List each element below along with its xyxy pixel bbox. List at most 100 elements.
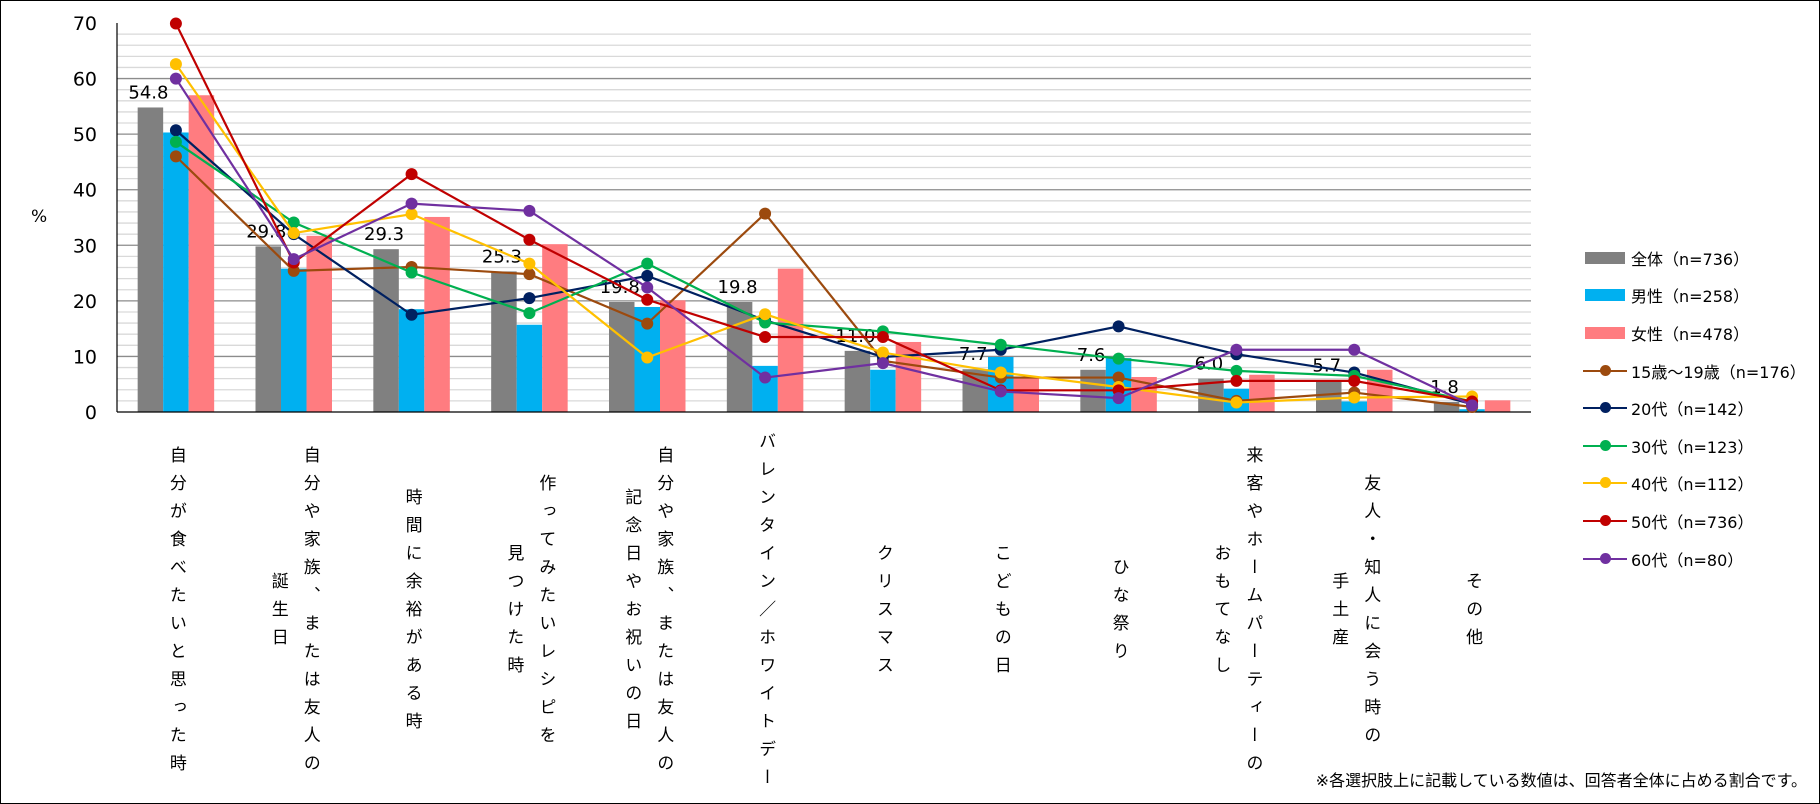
series-point (287, 264, 300, 277)
series-point (1112, 371, 1125, 384)
y-tick-label: 60 (73, 69, 97, 91)
bar (373, 249, 399, 412)
series-point (641, 281, 654, 294)
x-tick-label-line: バレンタイン／ホワイトデー (755, 432, 776, 796)
x-tick-label: 時間に余裕がある時 (396, 429, 428, 799)
x-tick-label-line: おもてなし (1210, 544, 1231, 684)
legend-label: 50代（n=736） (1631, 512, 1754, 532)
bar (516, 324, 543, 412)
series-point (1348, 391, 1361, 404)
x-tick-label-line: ひな祭り (1108, 558, 1129, 670)
series-point (405, 208, 418, 221)
y-tick-label: 40 (73, 180, 97, 202)
x-tick-label-line: こどもの日 (990, 544, 1011, 684)
series-point (1112, 392, 1125, 405)
bar (424, 216, 450, 412)
bar (306, 235, 332, 412)
data-label: 54.8 (128, 82, 168, 103)
series-point (405, 308, 418, 321)
series-point (287, 216, 300, 229)
y-tick-label: 0 (85, 402, 97, 424)
legend-label: 30代（n=123） (1631, 437, 1754, 457)
bar (609, 301, 635, 412)
series-line (174, 77, 1473, 407)
x-tick-label-line: 自分が食べたいと思った時 (165, 446, 186, 782)
series-point (523, 257, 536, 270)
bar (1341, 401, 1367, 412)
series-point (759, 316, 772, 329)
series-point (405, 168, 418, 181)
series-point (1230, 343, 1243, 356)
legend-item: 全体（n=736） (1583, 239, 1806, 277)
x-tick-label: 作ってみたいレシピを 見つけた時 (497, 429, 561, 799)
legend-swatch (1583, 322, 1627, 344)
bar (777, 268, 804, 412)
series-point (169, 17, 182, 30)
y-tick-label: 50 (73, 124, 97, 146)
series-point (641, 317, 654, 330)
series-point (641, 257, 654, 270)
bar (1013, 377, 1039, 412)
series-point (405, 197, 418, 210)
legend-label: 全体（n=736） (1631, 249, 1750, 269)
bar (870, 369, 896, 412)
series-point (759, 371, 772, 384)
legend-item: 60代（n=80） (1583, 540, 1806, 578)
x-tick-label: その他 (1456, 429, 1488, 799)
bar (281, 268, 307, 412)
x-tick-label-line: 時間に余裕がある時 (401, 488, 422, 740)
data-label: 1.8 (1430, 377, 1459, 398)
bar (491, 271, 517, 412)
legend-swatch (1583, 247, 1627, 269)
bar (660, 300, 686, 412)
y-axis-label: % (31, 207, 48, 227)
series-point (405, 266, 418, 279)
x-tick-label-line: クリスマス (872, 544, 893, 684)
bar (1316, 380, 1342, 412)
x-tick-label: バレンタイン／ホワイトデー (749, 429, 781, 799)
series-point (641, 269, 654, 282)
bar (962, 369, 988, 412)
legend-swatch (1583, 510, 1627, 532)
series-line (175, 155, 1473, 409)
data-label: 19.8 (718, 277, 758, 298)
series-point (287, 227, 300, 240)
data-label: 5.7 (1312, 355, 1341, 376)
x-tick-label: 自分や家族、または友人の 記念日やお祝いの日 (615, 429, 679, 799)
bar (255, 246, 281, 412)
legend-item: 20代（n=142） (1583, 389, 1806, 427)
series-point (1230, 396, 1243, 409)
x-tick-label-line: 見つけた時 (503, 544, 524, 684)
x-tick-label-line: 友人・知人に会う時の (1360, 474, 1381, 754)
series-point (169, 135, 182, 148)
legend-swatch (1583, 284, 1627, 306)
x-tick-label: ひな祭り (1103, 429, 1135, 799)
bar (188, 95, 215, 412)
series-line (175, 141, 1473, 403)
legend-item: 40代（n=112） (1583, 465, 1806, 503)
data-label: 7.7 (959, 344, 988, 365)
series-point (759, 330, 772, 343)
series-point (169, 124, 182, 137)
legend-item: 30代（n=123） (1583, 427, 1806, 465)
x-tick-label: 友人・知人に会う時の 手土産 (1322, 429, 1386, 799)
y-tick-label: 70 (73, 13, 97, 35)
x-tick-label: 自分や家族、または友人の 誕生日 (262, 429, 326, 799)
y-tick-label: 10 (73, 346, 97, 368)
legend-item: 15歳～19歳（n=176） (1583, 352, 1806, 390)
bar (163, 132, 189, 412)
series-point (876, 330, 889, 343)
legend-item: 男性（n=258） (1583, 277, 1806, 315)
series-line (175, 129, 1473, 406)
legend-swatch (1583, 435, 1627, 457)
legend-label: 女性（n=478） (1631, 324, 1750, 344)
x-tick-label-line: 作ってみたいレシピを (535, 474, 556, 754)
bar (844, 350, 871, 412)
x-tick-label-line: 手土産 (1328, 572, 1349, 656)
series-point (523, 204, 536, 217)
x-tick-label-line: 自分や家族、または友人の (653, 446, 674, 782)
bar (895, 341, 922, 412)
series-point (169, 58, 182, 71)
